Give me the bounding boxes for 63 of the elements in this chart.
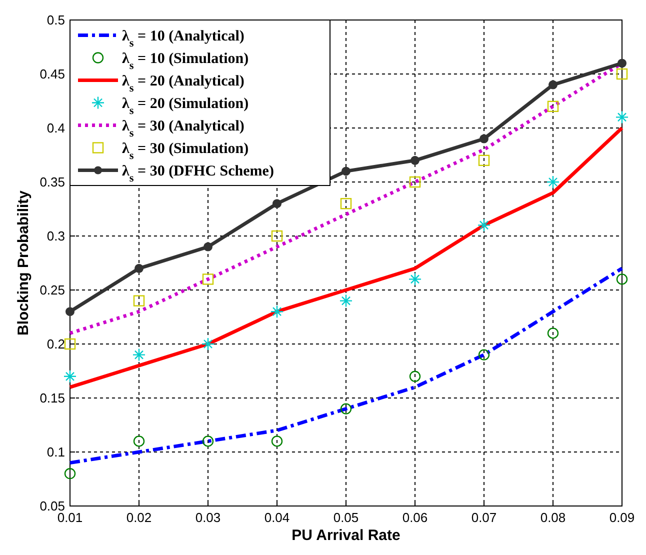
point: [202, 436, 214, 447]
y-tick-label: 0.35: [40, 174, 65, 190]
x-tick-label: 0.04: [264, 510, 290, 525]
y-tick-label: 0.45: [40, 66, 65, 82]
point: [132, 348, 146, 362]
point: [547, 328, 559, 339]
y-tick-label: 0.4: [46, 120, 65, 136]
y-tick-label: 0.3: [46, 228, 65, 244]
y-tick-label: 0.25: [40, 282, 65, 298]
legend-label: λ$_{s}$ = 20 (Analytical): [122, 73, 244, 94]
x-tick-label: 0.05: [333, 510, 359, 525]
point: [408, 272, 422, 286]
point: [548, 80, 558, 90]
x-axis-title: PU Arrival Rate: [292, 527, 400, 544]
x-tick-label: 0.02: [126, 510, 152, 525]
point: [271, 230, 283, 242]
point: [272, 199, 282, 208]
point: [409, 370, 421, 382]
x-tick-label: 0.03: [195, 510, 221, 525]
point: [340, 403, 352, 414]
point: [204, 242, 212, 252]
legend-label: λ$_{s}$ = 30 (DFHC Scheme): [122, 163, 274, 184]
point: [202, 274, 214, 285]
point: [270, 305, 284, 318]
legend-label: λ$_{s}$ = 10 (Simulation): [122, 50, 249, 72]
point: [66, 307, 74, 316]
point: [478, 154, 490, 166]
point: [64, 468, 76, 480]
point: [546, 175, 560, 189]
line-series: [68, 266, 624, 465]
y-tick-label: 0.2: [46, 336, 65, 352]
y-tick-label: 0.15: [40, 390, 65, 406]
y-tick-label: 0.5: [46, 12, 65, 28]
point: [616, 68, 628, 80]
point: [64, 338, 76, 350]
legend-label: λ$_{s}$ = 30 (Simulation): [122, 140, 249, 162]
x-tick-label: 0.07: [471, 510, 497, 525]
point: [480, 134, 488, 144]
point: [339, 294, 353, 308]
point: [618, 58, 626, 68]
point: [201, 337, 215, 351]
legend-label: λ$_{s}$ = 20 (Simulation): [122, 96, 249, 117]
point: [410, 156, 420, 165]
point: [478, 349, 490, 360]
point: [134, 264, 144, 273]
point: [616, 274, 628, 285]
point: [133, 436, 145, 447]
x-tick-label: 0.09: [609, 510, 635, 525]
point: [615, 110, 629, 124]
point: [133, 295, 145, 306]
y-axis-title: Blocking Probability: [15, 190, 32, 336]
point: [271, 436, 283, 447]
y-tick-label: 0.1: [46, 444, 65, 460]
legend-label: λ$_{s}$ = 30 (Analytical): [122, 118, 244, 140]
point: [477, 218, 491, 232]
legend-label: λ$_{s}$ = 10 (Analytical): [122, 28, 244, 50]
point: [547, 100, 559, 112]
point: [409, 176, 421, 188]
point: [342, 166, 350, 176]
x-tick-label: 0.06: [402, 510, 428, 525]
point: [340, 198, 352, 210]
x-tick-label: 0.08: [540, 510, 566, 525]
point: [63, 370, 77, 383]
